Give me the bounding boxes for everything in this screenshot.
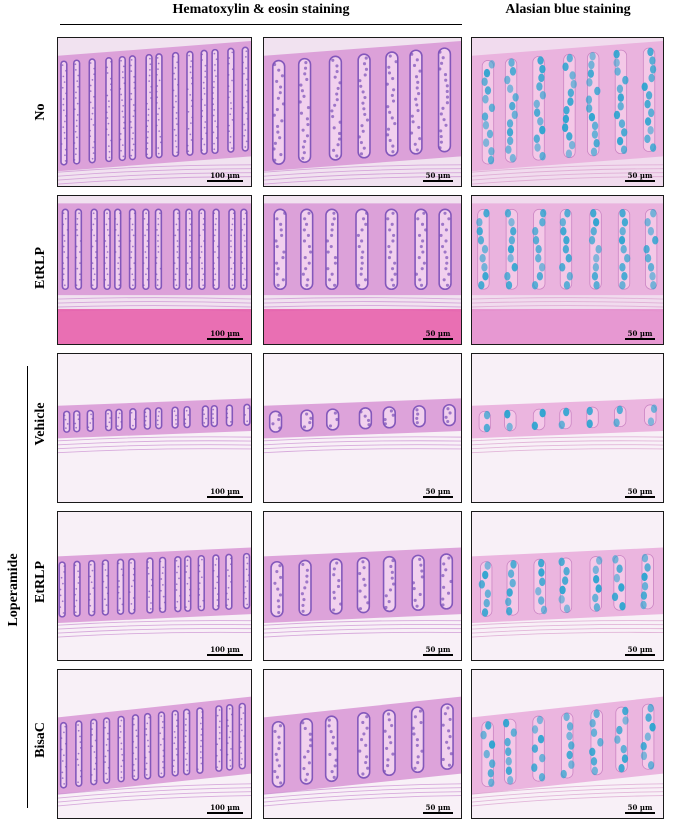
tissue-micrograph-image [58, 512, 251, 660]
tissue-micrograph-image [58, 670, 251, 818]
scale-bar-label: 50 µm [627, 329, 653, 338]
scale-bar: 100 µm [207, 803, 243, 814]
scale-bar-label: 50 µm [627, 645, 653, 654]
scale-bar-label: 50 µm [425, 171, 451, 180]
scale-bar: 50 µm [625, 171, 655, 182]
scale-bar-line [625, 496, 655, 498]
scale-bar-line [625, 812, 655, 814]
scale-bar: 50 µm [625, 645, 655, 656]
scale-bar-label: 100 µm [210, 645, 240, 654]
scale-bar: 50 µm [423, 803, 453, 814]
scale-bar-line [207, 338, 243, 340]
scale-bar: 50 µm [625, 487, 655, 498]
tissue-micrograph-image [472, 670, 663, 818]
scale-bar-line [207, 812, 243, 814]
micrograph-panel-r5-c3: 50 µm [471, 669, 664, 819]
scale-bar: 50 µm [625, 803, 655, 814]
tissue-micrograph-image [264, 38, 461, 186]
row-label-no: No [33, 103, 48, 121]
micrograph-panel-r1-c3: 50 µm [471, 37, 664, 187]
scale-bar-label: 50 µm [627, 803, 653, 812]
tissue-micrograph-image [58, 196, 251, 344]
scale-bar-line [625, 654, 655, 656]
micrograph-panel-r3-c3: 50 µm [471, 353, 664, 503]
tissue-micrograph-image [472, 196, 663, 344]
loperamide-group-bracket [27, 366, 28, 808]
scale-bar-line [423, 654, 453, 656]
micrograph-panel-r1-c1: 100 µm [57, 37, 252, 187]
micrograph-panel-r4-c2: 50 µm [263, 511, 462, 661]
scale-bar-label: 100 µm [210, 803, 240, 812]
scale-bar-line [423, 812, 453, 814]
scale-bar-label: 50 µm [425, 645, 451, 654]
group-label-loperamide: Loperamide [6, 553, 21, 627]
row-label-etrlp: EtRLP [33, 247, 48, 289]
row-label-loperamide-etrlp: EtRLP [33, 561, 48, 603]
scale-bar-label: 50 µm [627, 171, 653, 180]
ab-staining-header: Alasian blue staining [505, 2, 631, 17]
micrograph-panel-r3-c2: 50 µm [263, 353, 462, 503]
scale-bar-line [423, 496, 453, 498]
scale-bar: 50 µm [625, 329, 655, 340]
scale-bar-line [625, 180, 655, 182]
scale-bar-label: 100 µm [210, 329, 240, 338]
micrograph-panel-r2-c3: 50 µm [471, 195, 664, 345]
scale-bar-line [625, 338, 655, 340]
tissue-micrograph-image [58, 354, 251, 502]
scale-bar: 100 µm [207, 645, 243, 656]
scale-bar: 100 µm [207, 329, 243, 340]
scale-bar-line [423, 180, 453, 182]
he-staining-header: Hematoxylin & eosin staining [172, 2, 350, 17]
scale-bar-line [207, 496, 243, 498]
scale-bar-label: 50 µm [425, 329, 451, 338]
micrograph-panel-r2-c1: 100 µm [57, 195, 252, 345]
tissue-micrograph-image [264, 196, 461, 344]
micrograph-panel-r5-c2: 50 µm [263, 669, 462, 819]
scale-bar-label: 50 µm [425, 803, 451, 812]
micrograph-panel-r4-c3: 50 µm [471, 511, 664, 661]
scale-bar-label: 50 µm [425, 487, 451, 496]
scale-bar: 100 µm [207, 487, 243, 498]
scale-bar-label: 100 µm [210, 487, 240, 496]
scale-bar-line [207, 180, 243, 182]
micrograph-panel-r1-c2: 50 µm [263, 37, 462, 187]
tissue-micrograph-image [264, 512, 461, 660]
tissue-micrograph-image [472, 354, 663, 502]
micrograph-panel-r4-c1: 100 µm [57, 511, 252, 661]
tissue-micrograph-image [58, 38, 251, 186]
micrograph-panel-r2-c2: 50 µm [263, 195, 462, 345]
tissue-micrograph-image [264, 670, 461, 818]
he-header-underline [60, 24, 462, 25]
tissue-micrograph-image [264, 354, 461, 502]
scale-bar: 50 µm [423, 171, 453, 182]
scale-bar: 50 µm [423, 487, 453, 498]
micrograph-panel-r5-c1: 100 µm [57, 669, 252, 819]
micrograph-panel-r3-c1: 100 µm [57, 353, 252, 503]
tissue-micrograph-image [472, 38, 663, 186]
scale-bar: 50 µm [423, 645, 453, 656]
scale-bar-label: 50 µm [627, 487, 653, 496]
row-label-bisac: BisaC [33, 722, 48, 758]
scale-bar: 100 µm [207, 171, 243, 182]
scale-bar-label: 100 µm [210, 171, 240, 180]
scale-bar-line [207, 654, 243, 656]
row-label-vehicle: Vehicle [33, 402, 48, 446]
tissue-micrograph-image [472, 512, 663, 660]
scale-bar-line [423, 338, 453, 340]
scale-bar: 50 µm [423, 329, 453, 340]
